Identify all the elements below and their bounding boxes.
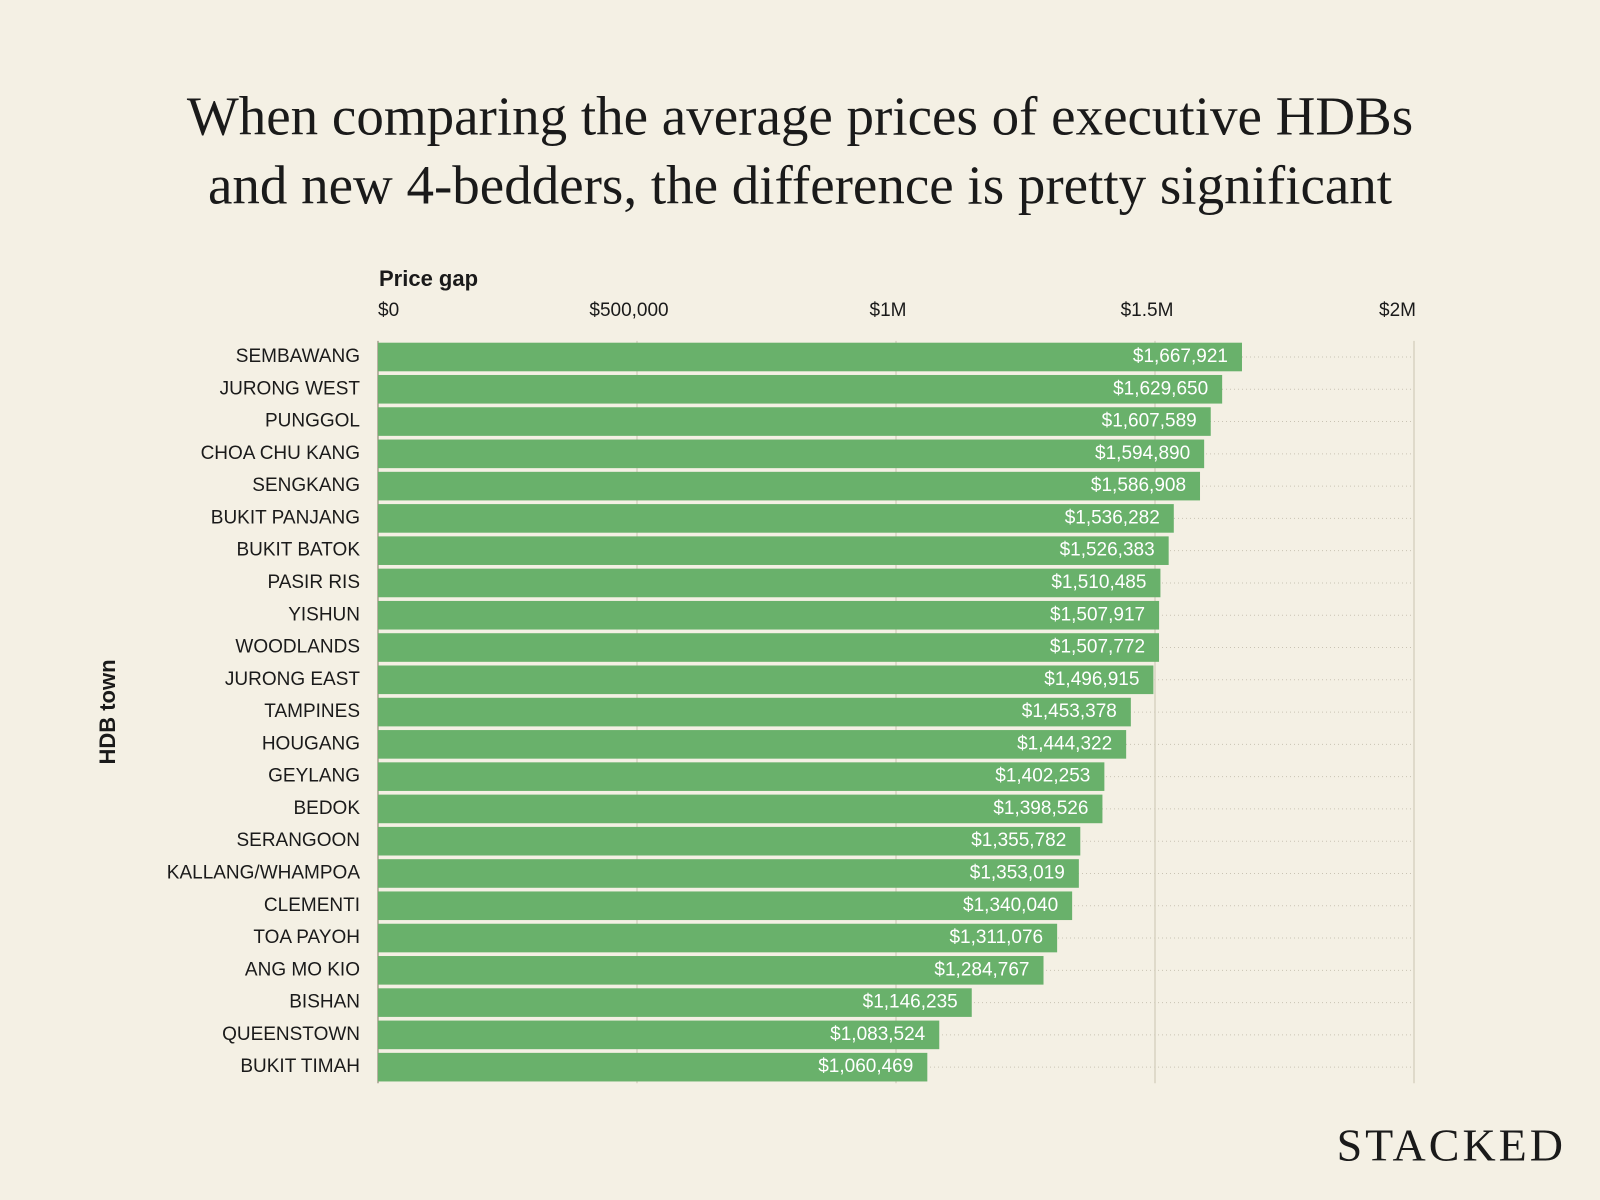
bar: [378, 762, 1105, 791]
value-label: $1,453,378: [1022, 701, 1117, 722]
bar: [378, 1052, 928, 1082]
x-tick-label: $1.5M: [1121, 300, 1174, 321]
bar: [378, 600, 1160, 630]
value-label: $1,507,772: [1050, 637, 1145, 658]
value-label: $1,496,915: [1044, 669, 1139, 690]
y-tick-label: CLEMENTI: [264, 895, 360, 916]
y-tick-label: PUNGGOL: [265, 411, 360, 432]
x-tick-label: $500,000: [589, 300, 668, 321]
bar: [378, 956, 1044, 985]
x-tick-label: $2M: [1379, 300, 1416, 321]
y-tick-label: SENGKANG: [252, 475, 360, 496]
x-tick-label: $1M: [870, 300, 907, 321]
bar: [378, 665, 1154, 695]
value-label: $1,510,485: [1051, 572, 1146, 593]
logo: STACKED: [1337, 1120, 1566, 1171]
value-label: $1,607,589: [1102, 411, 1197, 432]
value-label: $1,594,890: [1095, 443, 1190, 464]
bar: [378, 342, 1242, 372]
bar: [378, 1020, 940, 1050]
y-tick-label: BISHAN: [289, 992, 360, 1013]
bar: [378, 633, 1160, 662]
y-tick-label: JURONG EAST: [225, 669, 361, 690]
value-label: $1,507,917: [1050, 604, 1145, 625]
bar: [378, 536, 1169, 565]
value-label: $1,398,526: [993, 798, 1088, 819]
bar: [378, 374, 1223, 404]
y-tick-label: WOODLANDS: [235, 637, 360, 658]
value-label: $1,340,040: [963, 895, 1058, 916]
y-tick-label: PASIR RIS: [267, 572, 360, 593]
y-tick-label: BEDOK: [293, 798, 360, 819]
bar: [378, 859, 1079, 888]
y-tick-label: YISHUN: [288, 604, 360, 625]
x-tick-label: $0: [378, 300, 399, 321]
x-axis-label: Price gap: [379, 266, 478, 291]
value-label: $1,402,253: [995, 766, 1090, 787]
y-tick-label: CHOA CHU KANG: [201, 443, 360, 464]
bar: [378, 826, 1081, 856]
y-tick-label: BUKIT BATOK: [236, 540, 360, 561]
y-tick-label: GEYLANG: [268, 766, 360, 787]
y-tick-label: SEMBAWANG: [236, 346, 360, 367]
value-label: $1,146,235: [863, 992, 958, 1013]
chart-title: When comparing the average prices of exe…: [187, 86, 1413, 147]
bar: [378, 697, 1131, 727]
value-label: $1,667,921: [1133, 346, 1228, 367]
value-label: $1,629,650: [1113, 378, 1208, 399]
value-label: $1,311,076: [949, 927, 1043, 948]
bar: [378, 730, 1127, 759]
value-label: $1,284,767: [934, 959, 1029, 980]
y-tick-label: BUKIT PANJANG: [211, 507, 360, 528]
bar: [378, 471, 1201, 501]
y-tick-label: TAMPINES: [264, 701, 360, 722]
value-label: $1,083,524: [830, 1024, 926, 1045]
bar: [378, 504, 1174, 533]
y-tick-label: BUKIT TIMAH: [240, 1056, 360, 1077]
y-tick-label: JURONG WEST: [220, 378, 361, 399]
y-tick-label: KALLANG/WHAMPOA: [167, 862, 361, 883]
y-tick-label: TOA PAYOH: [253, 927, 360, 948]
y-tick-label: ANG MO KIO: [245, 959, 360, 980]
chart-title: and new 4-bedders, the difference is pre…: [208, 155, 1392, 216]
y-tick-label: QUEENSTOWN: [222, 1024, 360, 1045]
y-axis-label: HDB town: [95, 659, 120, 764]
value-label: $1,444,322: [1017, 733, 1112, 754]
value-label: $1,353,019: [970, 862, 1065, 883]
value-label: $1,526,383: [1060, 540, 1155, 561]
y-tick-label: SERANGOON: [236, 830, 360, 851]
value-label: $1,060,469: [818, 1056, 913, 1077]
value-label: $1,586,908: [1091, 475, 1186, 496]
bar: [378, 568, 1161, 598]
value-label: $1,536,282: [1065, 507, 1160, 528]
bar: [378, 923, 1058, 953]
bar: [378, 794, 1103, 824]
bar: [378, 988, 972, 1017]
bar: [378, 407, 1211, 436]
y-tick-label: HOUGANG: [262, 733, 360, 754]
bar: [378, 439, 1205, 469]
bar: [378, 891, 1073, 921]
value-label: $1,355,782: [971, 830, 1066, 851]
